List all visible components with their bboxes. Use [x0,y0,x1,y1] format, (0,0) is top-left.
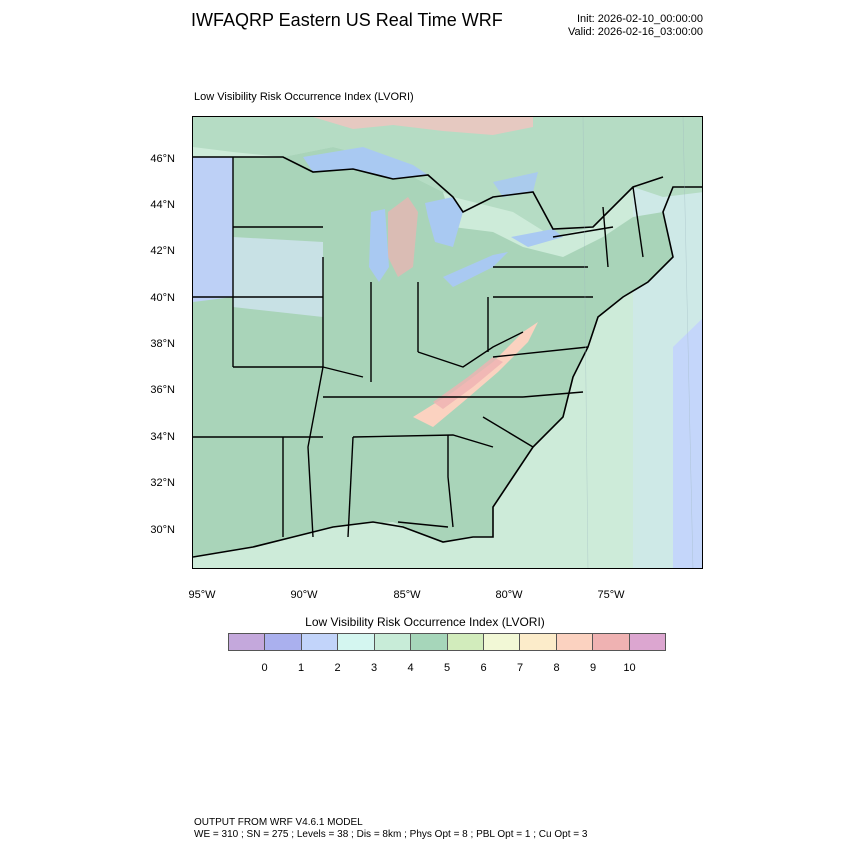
lake-erie [443,252,508,287]
model-info: OUTPUT FROM WRF V4.6.1 MODEL WE = 310 ; … [194,817,587,841]
colorbar-swatch [374,634,412,650]
state-borders [193,157,644,538]
lake-ontario [511,229,563,247]
lon-label-80: 80°W [495,589,523,601]
colorbar [228,633,666,651]
lake-michigan [369,209,389,282]
lat-label-36: 36°N [150,384,175,396]
page-title: IWFAQRP Eastern US Real Time WRF [191,10,503,30]
colorbar-swatch [483,634,521,650]
map-panel [192,116,703,569]
model-config: WE = 310 ; SN = 275 ; Levels = 38 ; Dis … [194,829,588,840]
lon-label-75: 75°W [597,589,625,601]
model-version: OUTPUT FROM WRF V4.6.1 MODEL [194,817,363,828]
lon-label-95: 95°W [188,589,216,601]
lat-label-40: 40°N [150,292,175,304]
lat-label-34: 34°N [150,431,175,443]
lat-label-42: 42°N [150,245,175,257]
colorbar-swatch [265,634,302,650]
lake-huron [425,197,463,247]
lake-superior [303,147,428,179]
colorbar-swatch [447,634,484,650]
colorbar-tick-label: 2 [334,662,341,674]
colorbar-tick-label: 0 [261,662,268,674]
lat-label-44: 44°N [150,199,175,211]
time-info: Init: 2026-02-10_00:00:00 Valid: 2026-02… [520,13,703,39]
lon-label-90: 90°W [290,589,318,601]
lat-label-32: 32°N [150,477,175,489]
colorbar-tick-label: 6 [480,662,487,674]
colorbar-tick-label: 9 [589,662,597,674]
colorbar-swatch [593,634,630,650]
lat-label-30: 30°N [150,524,175,536]
colorbar-tick-label: 5 [443,662,451,674]
colorbar-tick-label: 1 [297,662,305,674]
colorbar-title: Low Visibility Risk Occurrence Index (LV… [305,615,545,629]
colorbar-swatch [411,634,448,650]
colorbar-swatch [520,634,557,650]
canada-border [193,156,664,230]
colorbar-swatch [556,634,594,650]
lat-label-38: 38°N [150,338,175,350]
lat-label-46: 46°N [150,153,175,165]
lon-label-85: 85°W [393,589,421,601]
colorbar-tick-label: 4 [407,662,414,674]
colorbar-swatch [338,634,375,650]
valid-time: Valid: 2026-02-16_03:00:00 [568,26,703,38]
colorbar-tick-label: 7 [516,662,524,674]
canada-region [193,117,702,237]
atlantic-low-index [673,318,702,568]
colorbar-swatch [301,634,339,650]
colorbar-tick-label: 8 [553,662,560,674]
init-time: Init: 2026-02-10_00:00:00 [577,13,703,25]
colorbar-swatch [629,634,666,650]
colorbar-tick-label: 3 [370,662,378,674]
colorbar-tick-label: 10 [623,662,636,674]
map-subtitle: Low Visibility Risk Occurrence Index (LV… [194,91,414,103]
map-canvas [193,117,702,568]
colorbar-swatch [229,634,266,650]
west-blue-area [193,157,233,302]
coastline [193,186,702,558]
